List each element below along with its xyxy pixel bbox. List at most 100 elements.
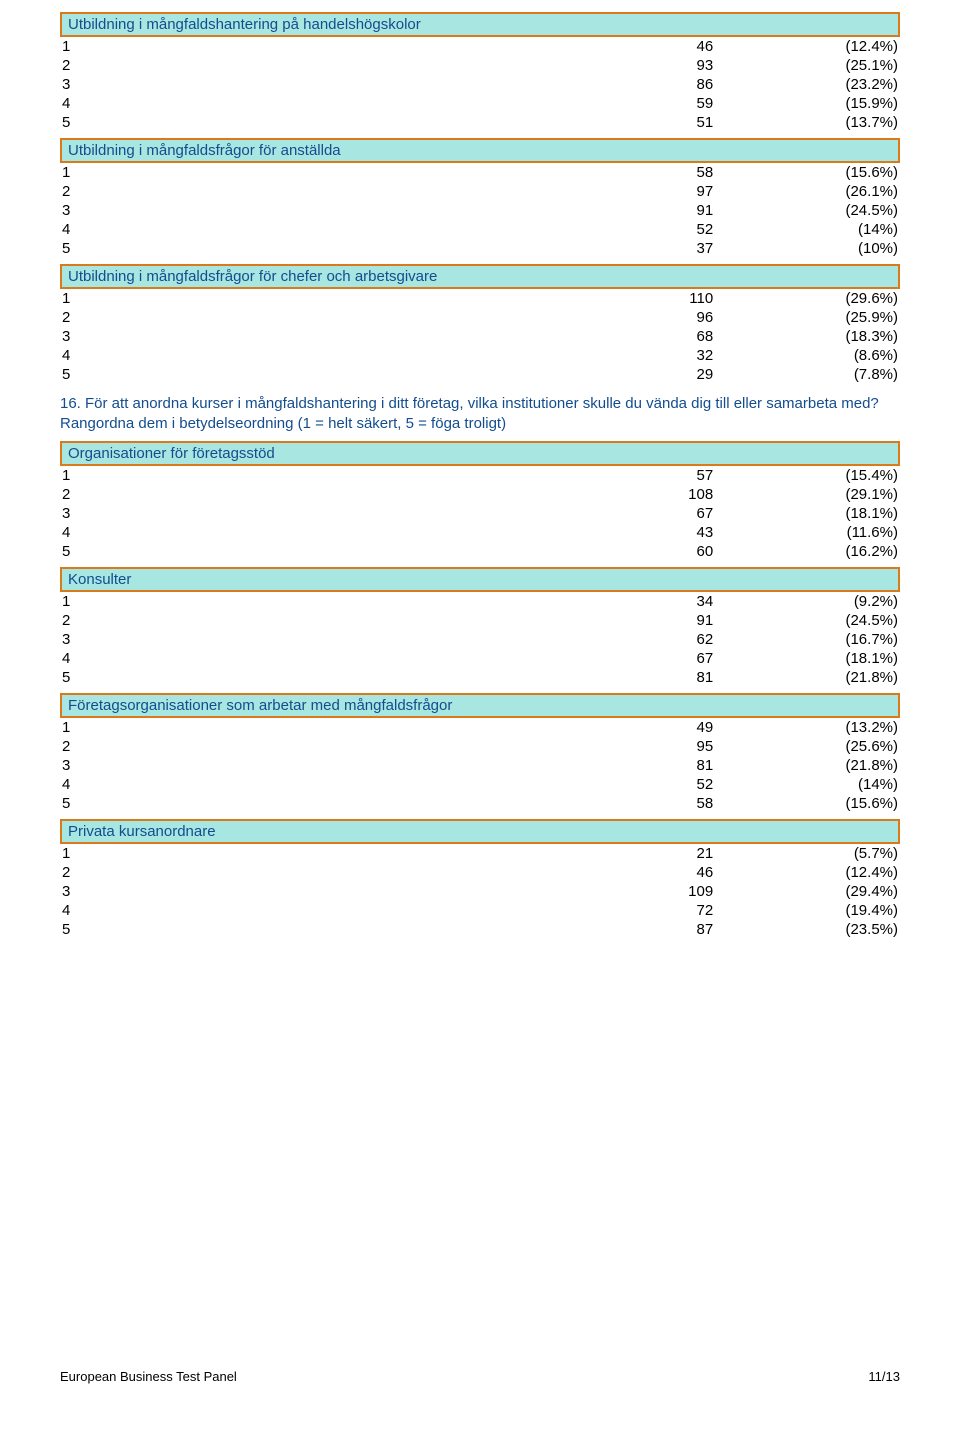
row-pct: (21.8%): [715, 756, 900, 775]
table-row: 381(21.8%): [60, 756, 900, 775]
row-label: 2: [60, 485, 522, 504]
row-pct: (25.6%): [715, 737, 900, 756]
table-row: 551(13.7%): [60, 113, 900, 132]
row-label: 2: [60, 737, 522, 756]
row-pct: (29.4%): [715, 882, 900, 901]
footer-right: 11/13: [868, 1369, 900, 1384]
table-row: 362(16.7%): [60, 630, 900, 649]
question-text: 16. För att anordna kurser i mångfaldsha…: [60, 394, 900, 435]
row-count: 72: [522, 901, 715, 920]
row-pct: (8.6%): [715, 346, 900, 365]
row-label: 5: [60, 113, 522, 132]
table-row: 246(12.4%): [60, 863, 900, 882]
table-row: 467(18.1%): [60, 649, 900, 668]
row-label: 3: [60, 201, 522, 220]
table-row: 293(25.1%): [60, 56, 900, 75]
data-table: 121(5.7%) 246(12.4%) 3109(29.4%) 472(19.…: [60, 844, 900, 939]
table-row: 121(5.7%): [60, 844, 900, 863]
row-label: 5: [60, 920, 522, 939]
row-count: 49: [522, 718, 715, 737]
table-row: 443(11.6%): [60, 523, 900, 542]
row-pct: (11.6%): [715, 523, 900, 542]
row-count: 51: [522, 113, 715, 132]
row-pct: (12.4%): [715, 863, 900, 882]
table-row: 3109(29.4%): [60, 882, 900, 901]
row-label: 3: [60, 75, 522, 94]
row-count: 43: [522, 523, 715, 542]
row-label: 1: [60, 289, 522, 308]
row-pct: (14%): [715, 775, 900, 794]
row-label: 1: [60, 37, 522, 56]
row-label: 3: [60, 882, 522, 901]
row-label: 3: [60, 630, 522, 649]
row-pct: (7.8%): [715, 365, 900, 384]
table-row: 537(10%): [60, 239, 900, 258]
row-count: 58: [522, 163, 715, 182]
row-label: 1: [60, 466, 522, 485]
row-label: 5: [60, 794, 522, 813]
footer-left: European Business Test Panel: [60, 1369, 237, 1384]
section-header: Företagsorganisationer som arbetar med m…: [60, 693, 900, 718]
row-pct: (15.6%): [715, 163, 900, 182]
row-count: 96: [522, 308, 715, 327]
table-row: 581(21.8%): [60, 668, 900, 687]
data-table: 158(15.6%) 297(26.1%) 391(24.5%) 452(14%…: [60, 163, 900, 258]
table-row: 459(15.9%): [60, 94, 900, 113]
row-label: 4: [60, 220, 522, 239]
row-label: 5: [60, 239, 522, 258]
row-count: 52: [522, 220, 715, 239]
section: Utbildning i mångfaldsfrågor för chefer …: [60, 264, 900, 384]
table-row: 134(9.2%): [60, 592, 900, 611]
row-count: 57: [522, 466, 715, 485]
table-row: 560(16.2%): [60, 542, 900, 561]
row-label: 4: [60, 649, 522, 668]
row-count: 110: [522, 289, 715, 308]
row-label: 1: [60, 592, 522, 611]
table-row: 558(15.6%): [60, 794, 900, 813]
table-row: 2108(29.1%): [60, 485, 900, 504]
section: Organisationer för företagsstöd 157(15.4…: [60, 441, 900, 561]
row-pct: (14%): [715, 220, 900, 239]
section-header: Utbildning i mångfaldsfrågor för chefer …: [60, 264, 900, 289]
row-pct: (19.4%): [715, 901, 900, 920]
table-row: 529(7.8%): [60, 365, 900, 384]
row-count: 46: [522, 37, 715, 56]
table-row: 296(25.9%): [60, 308, 900, 327]
row-pct: (18.1%): [715, 649, 900, 668]
row-pct: (15.9%): [715, 94, 900, 113]
row-count: 91: [522, 611, 715, 630]
row-pct: (21.8%): [715, 668, 900, 687]
section-header: Organisationer för företagsstöd: [60, 441, 900, 466]
table-row: 146(12.4%): [60, 37, 900, 56]
page: Utbildning i mångfaldshantering på hande…: [0, 0, 960, 1408]
row-pct: (26.1%): [715, 182, 900, 201]
row-count: 32: [522, 346, 715, 365]
section-header: Utbildning i mångfaldshantering på hande…: [60, 12, 900, 37]
row-count: 108: [522, 485, 715, 504]
row-pct: (29.1%): [715, 485, 900, 504]
row-pct: (9.2%): [715, 592, 900, 611]
row-label: 2: [60, 611, 522, 630]
row-count: 29: [522, 365, 715, 384]
row-label: 1: [60, 844, 522, 863]
row-label: 2: [60, 56, 522, 75]
table-row: 367(18.1%): [60, 504, 900, 523]
row-count: 97: [522, 182, 715, 201]
row-pct: (5.7%): [715, 844, 900, 863]
row-label: 1: [60, 163, 522, 182]
row-count: 86: [522, 75, 715, 94]
row-pct: (15.4%): [715, 466, 900, 485]
row-pct: (15.6%): [715, 794, 900, 813]
data-table: 146(12.4%) 293(25.1%) 386(23.2%) 459(15.…: [60, 37, 900, 132]
data-table: 149(13.2%) 295(25.6%) 381(21.8%) 452(14%…: [60, 718, 900, 813]
section: Utbildning i mångfaldshantering på hande…: [60, 12, 900, 132]
row-pct: (25.9%): [715, 308, 900, 327]
section-header: Konsulter: [60, 567, 900, 592]
row-pct: (25.1%): [715, 56, 900, 75]
row-count: 62: [522, 630, 715, 649]
table-row: 149(13.2%): [60, 718, 900, 737]
data-table: 134(9.2%) 291(24.5%) 362(16.7%) 467(18.1…: [60, 592, 900, 687]
row-count: 109: [522, 882, 715, 901]
row-count: 87: [522, 920, 715, 939]
row-count: 93: [522, 56, 715, 75]
